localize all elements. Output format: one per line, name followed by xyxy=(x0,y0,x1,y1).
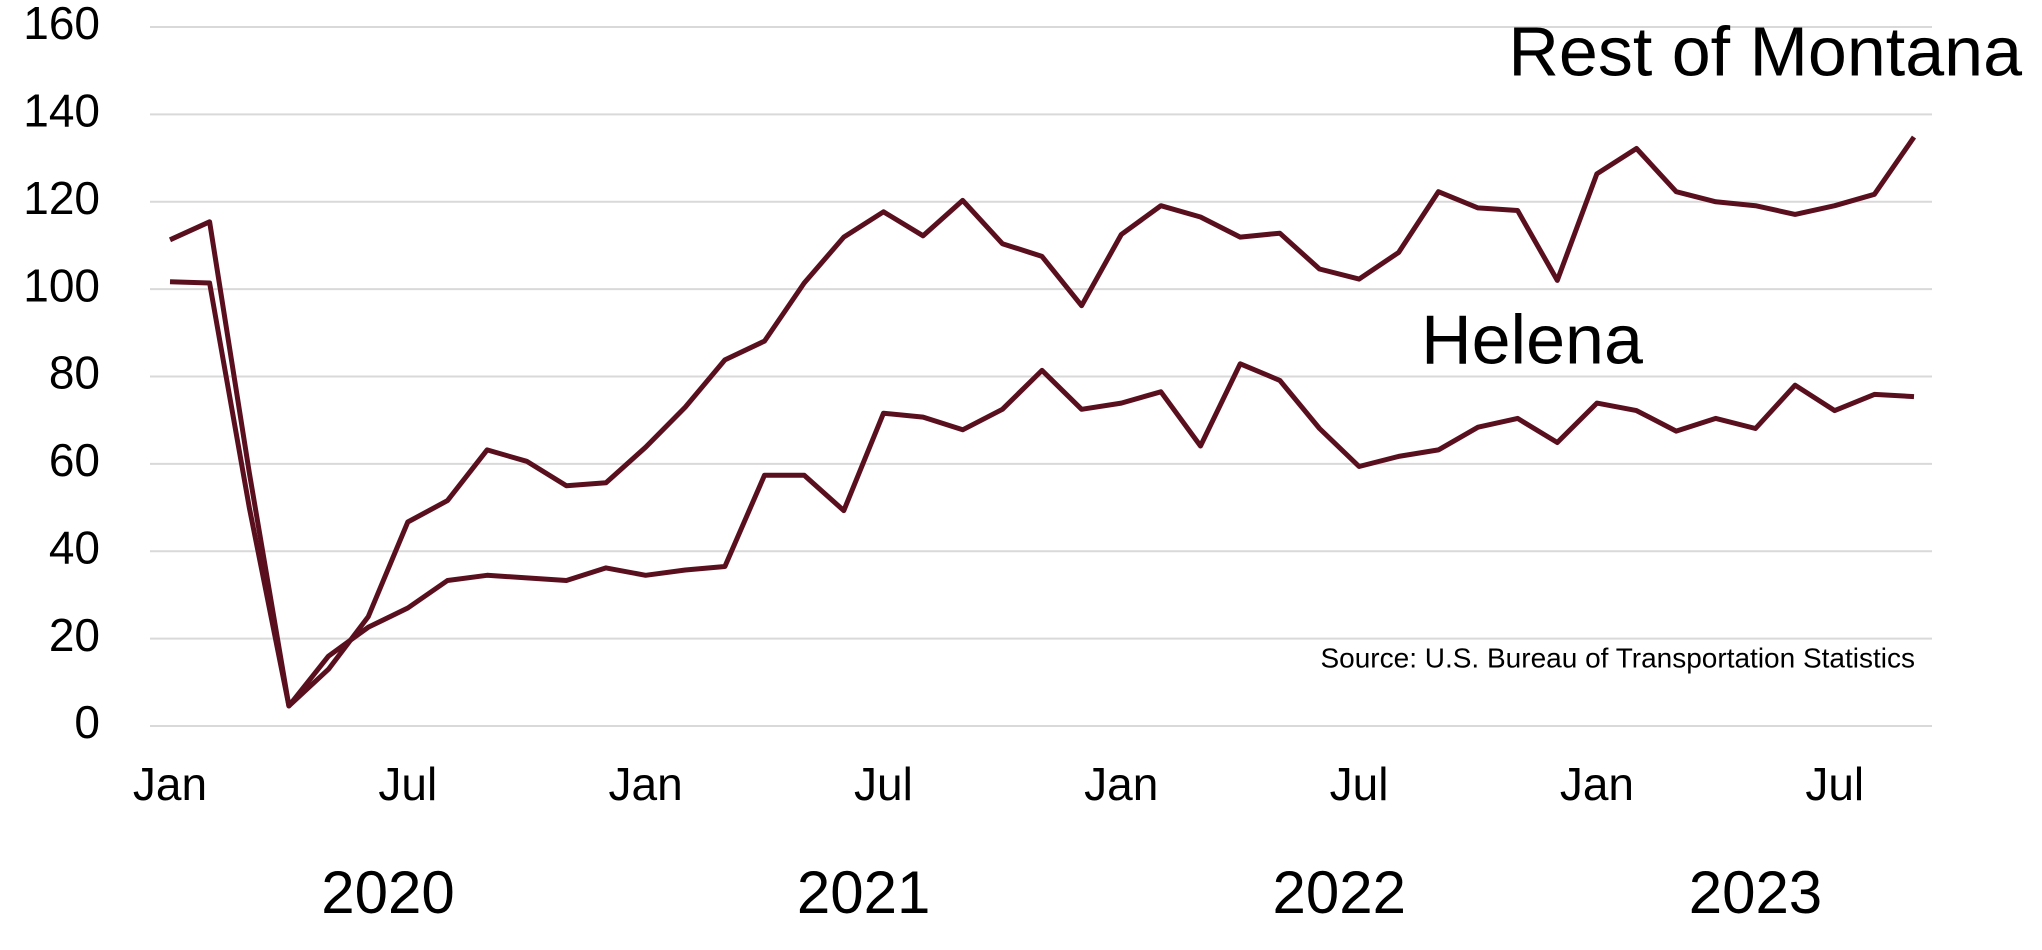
y-tick-label: 120 xyxy=(23,172,100,224)
series-label: Helena xyxy=(1421,300,1643,378)
y-tick-label: 80 xyxy=(49,347,100,399)
series-label: Rest of Montana xyxy=(1508,12,2022,90)
x-tick-label: Jul xyxy=(1805,758,1864,810)
year-label: 2020 xyxy=(321,859,454,926)
source-note: Source: U.S. Bureau of Transportation St… xyxy=(1320,642,1915,673)
x-tick-label: Jul xyxy=(378,758,437,810)
x-tick-label: Jan xyxy=(133,758,207,810)
x-tick-label: Jan xyxy=(1084,758,1158,810)
series-line xyxy=(169,279,1915,709)
y-tick-label: 160 xyxy=(23,0,100,49)
y-tick-label: 60 xyxy=(49,434,100,486)
x-tick-label: Jul xyxy=(854,758,913,810)
x-tick-label: Jan xyxy=(609,758,683,810)
series-line xyxy=(168,135,1917,709)
year-label: 2022 xyxy=(1273,859,1406,926)
y-tick-label: 140 xyxy=(23,85,100,137)
year-label: 2023 xyxy=(1689,859,1822,926)
year-label: 2021 xyxy=(797,859,930,926)
x-tick-label: Jul xyxy=(1330,758,1389,810)
y-tick-label: 0 xyxy=(74,696,100,748)
y-tick-label: 100 xyxy=(23,259,100,311)
y-tick-label: 20 xyxy=(49,609,100,661)
x-tick-label: Jan xyxy=(1560,758,1634,810)
y-tick-label: 40 xyxy=(49,521,100,573)
